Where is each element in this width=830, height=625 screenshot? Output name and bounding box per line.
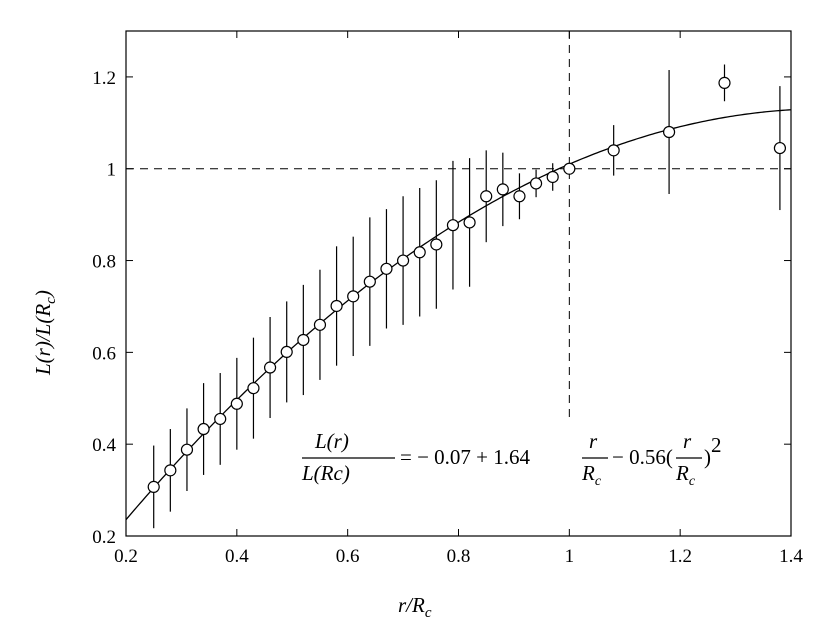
x-axis-label: r/Rc <box>398 593 432 621</box>
equation-denominator: L(Rc) <box>301 461 350 485</box>
equation-rhs-a: = − 0.07 + 1.64 <box>400 445 531 469</box>
plot-layer <box>125 31 792 529</box>
y-tick-label: 0.4 <box>92 435 116 456</box>
data-point <box>607 144 620 157</box>
data-point <box>263 361 277 374</box>
data-point <box>147 480 160 493</box>
y-tick-label: 1.2 <box>92 68 116 89</box>
data-point <box>396 254 410 267</box>
data-point <box>197 422 210 436</box>
data-point <box>363 275 376 288</box>
fit-equation: L(r) L(Rc) = − 0.07 + 1.64 r Rc − 0.56( … <box>301 429 722 489</box>
y-tick-label: 0.6 <box>92 343 116 364</box>
ticks-layer: 0.2 0.4 0.6 0.8 1 1.2 1.4 0.2 0.4 0.6 0.8 1 1.2 <box>92 31 803 567</box>
x-tick-label: 1.2 <box>668 546 692 567</box>
y-axis-label: L(r)/L(Rc) <box>31 290 59 376</box>
data-point <box>413 246 426 259</box>
x-tick-label: 1.4 <box>779 546 803 567</box>
data-point <box>280 345 293 359</box>
data-point <box>330 299 343 313</box>
data-point <box>313 318 327 331</box>
equation-frac1-den: Rc <box>581 461 602 489</box>
x-tick-label: 0.6 <box>336 546 360 567</box>
equation-frac1-num: r <box>589 429 598 453</box>
data-point <box>230 397 243 410</box>
x-tick-label: 0.4 <box>225 546 249 567</box>
data-point <box>214 412 227 426</box>
equation-numerator: L(r) <box>314 429 349 453</box>
axes-frame <box>125 30 792 537</box>
y-tick-label: 0.2 <box>92 527 116 548</box>
equation-rhs-c: ) <box>704 445 711 469</box>
y-tick-label: 1 <box>107 160 117 181</box>
data-point <box>164 464 177 477</box>
equation-frac2-num: r <box>683 429 692 453</box>
data-point <box>718 76 731 89</box>
data-point <box>347 290 360 303</box>
data-point <box>446 219 460 232</box>
data-point <box>513 190 526 203</box>
data-point <box>662 125 676 139</box>
data-point <box>297 333 310 347</box>
x-tick-label: 0.8 <box>447 546 471 567</box>
data-point <box>773 141 787 155</box>
data-point <box>496 183 509 196</box>
data-point <box>430 238 443 251</box>
x-tick-label: 0.2 <box>114 546 138 567</box>
data-point <box>480 190 493 203</box>
y-tick-label: 0.8 <box>92 252 116 273</box>
data-point <box>563 162 576 175</box>
data-point <box>180 443 194 456</box>
data-point <box>247 382 260 395</box>
data-point <box>546 170 559 184</box>
equation-frac2-den: Rc <box>675 461 696 489</box>
data-point <box>380 262 393 275</box>
data-point <box>529 177 543 190</box>
x-tick-label: 1 <box>565 546 575 567</box>
equation-rhs-b: − 0.56( <box>612 445 673 469</box>
data-point <box>463 216 476 229</box>
equation-exponent: 2 <box>711 433 722 457</box>
